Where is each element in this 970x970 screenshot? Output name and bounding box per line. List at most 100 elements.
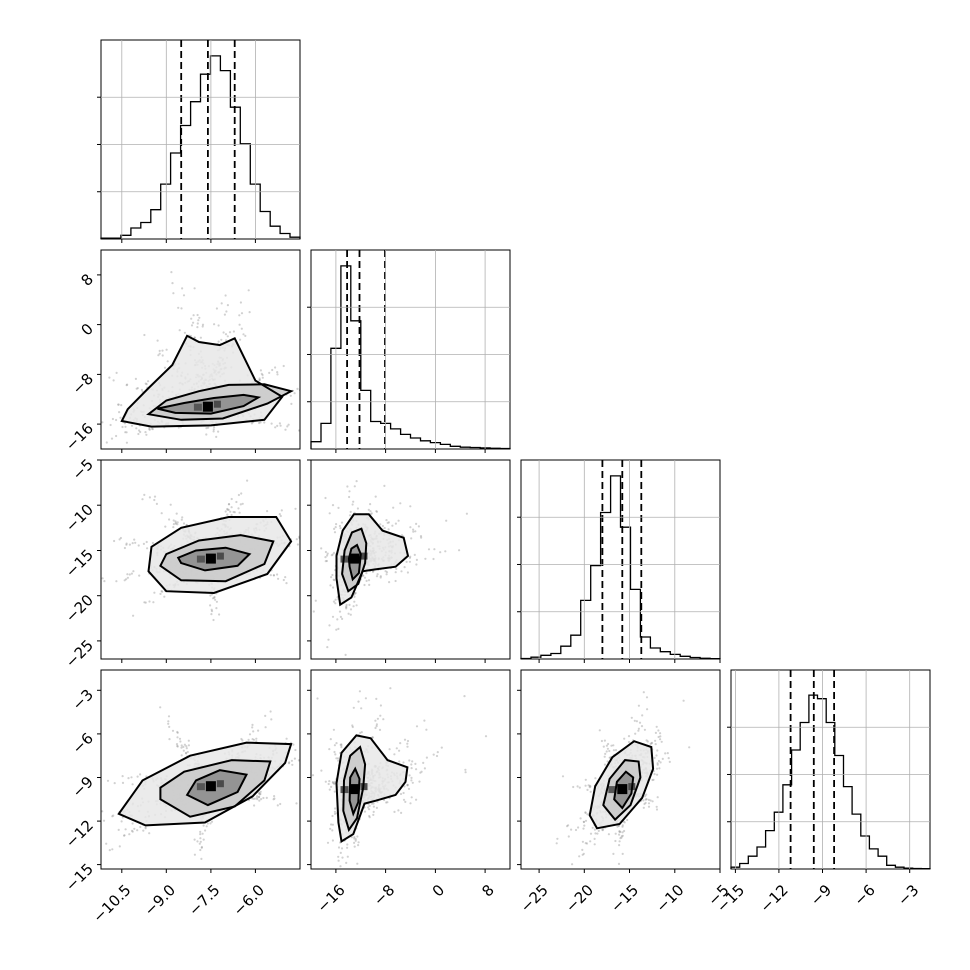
scatter-point [324, 560, 327, 563]
scatter-point [297, 759, 300, 762]
scatter-point [158, 349, 161, 352]
scatter-point [600, 739, 604, 743]
scatter-point [276, 424, 279, 427]
density-cell [216, 780, 224, 788]
scatter-point [226, 507, 229, 511]
scatter-point [241, 739, 244, 742]
scatter-point [261, 376, 264, 379]
scatter-point [128, 543, 131, 546]
scatter-point [117, 403, 120, 406]
scatter-point [324, 496, 327, 500]
scatter-point [89, 819, 91, 821]
contour-line [159, 759, 272, 818]
scatter-point [354, 591, 357, 595]
scatter-point [566, 825, 569, 828]
scatter-point [258, 421, 261, 425]
scatter-point [91, 530, 93, 532]
scatter-point [295, 538, 298, 541]
scatter-point [210, 613, 213, 616]
scatter-point [180, 518, 183, 521]
scatter-point [348, 514, 352, 517]
scatter-point [181, 287, 184, 290]
scatter-point [138, 574, 141, 577]
scatter-point [101, 421, 104, 424]
scatter-point [332, 728, 335, 731]
scatter-point [197, 319, 200, 322]
panel-content [17, 271, 300, 444]
scatter-point [328, 780, 331, 783]
scatter-point [144, 382, 147, 385]
contour-line [159, 534, 275, 583]
scatter-point [337, 859, 340, 862]
scatter-point [667, 757, 670, 760]
scatter-point [155, 502, 158, 505]
y-tick-label: −25 [62, 636, 97, 671]
scatter-point [128, 573, 131, 576]
scatter-point [307, 757, 309, 759]
scatter-point [157, 354, 160, 357]
scatter-point [332, 781, 335, 785]
scatter-point [402, 798, 406, 801]
panel-content [59, 706, 309, 861]
scatter-point [215, 307, 218, 310]
scatter-point [356, 507, 359, 510]
scatter-point [156, 339, 159, 342]
scatter-point [198, 316, 201, 319]
scatter-point [357, 844, 360, 847]
scatter-point [327, 782, 330, 786]
scatter-point [240, 737, 243, 741]
scatter-point [185, 747, 188, 750]
scatter-point [386, 521, 389, 525]
scatter-point [391, 524, 394, 527]
scatter-point [379, 714, 382, 717]
scatter-point [337, 855, 340, 858]
scatter-panel-2-1 [310, 459, 511, 660]
scatter-point [60, 828, 62, 830]
scatter-point [375, 725, 378, 728]
scatter-point [304, 509, 306, 511]
scatter-point [415, 558, 418, 562]
scatter-point [196, 840, 199, 843]
scatter-point [115, 580, 118, 583]
scatter-point [415, 563, 418, 566]
scatter-point [289, 394, 292, 397]
scatter-point [637, 704, 641, 707]
scatter-point [98, 845, 100, 847]
scatter-point [257, 796, 260, 799]
scatter-point [359, 731, 362, 735]
scatter-point [335, 757, 338, 760]
scatter-point [17, 439, 19, 441]
scatter-point [253, 797, 256, 800]
scatter-point [59, 825, 61, 827]
scatter-point [176, 521, 179, 524]
scatter-point [365, 579, 368, 583]
scatter-point [337, 627, 340, 631]
scatter-point [395, 747, 398, 750]
scatter-point [363, 583, 366, 587]
scatter-point [253, 804, 256, 807]
scatter-point [354, 839, 357, 842]
scatter-point [422, 761, 425, 765]
panel-background [311, 250, 510, 449]
scatter-point [376, 717, 379, 720]
scatter-point [212, 618, 215, 622]
scatter-point [136, 829, 139, 832]
scatter-point [345, 606, 348, 609]
scatter-point [151, 428, 154, 431]
scatter-point [444, 550, 447, 553]
scatter-point [126, 573, 129, 576]
scatter-point [258, 799, 261, 802]
scatter-point [187, 744, 190, 747]
scatter-point [370, 512, 373, 515]
scatter-point [405, 560, 408, 564]
scatter-point [224, 294, 227, 297]
scatter-point [398, 760, 401, 763]
scatter-point [352, 706, 355, 709]
scatter-point [375, 806, 378, 810]
scatter-point [123, 546, 126, 550]
scatter-point [130, 572, 133, 575]
contour-line [176, 546, 252, 572]
scatter-point [143, 601, 146, 604]
scatter-point [142, 829, 145, 832]
scatter-point [329, 584, 332, 587]
